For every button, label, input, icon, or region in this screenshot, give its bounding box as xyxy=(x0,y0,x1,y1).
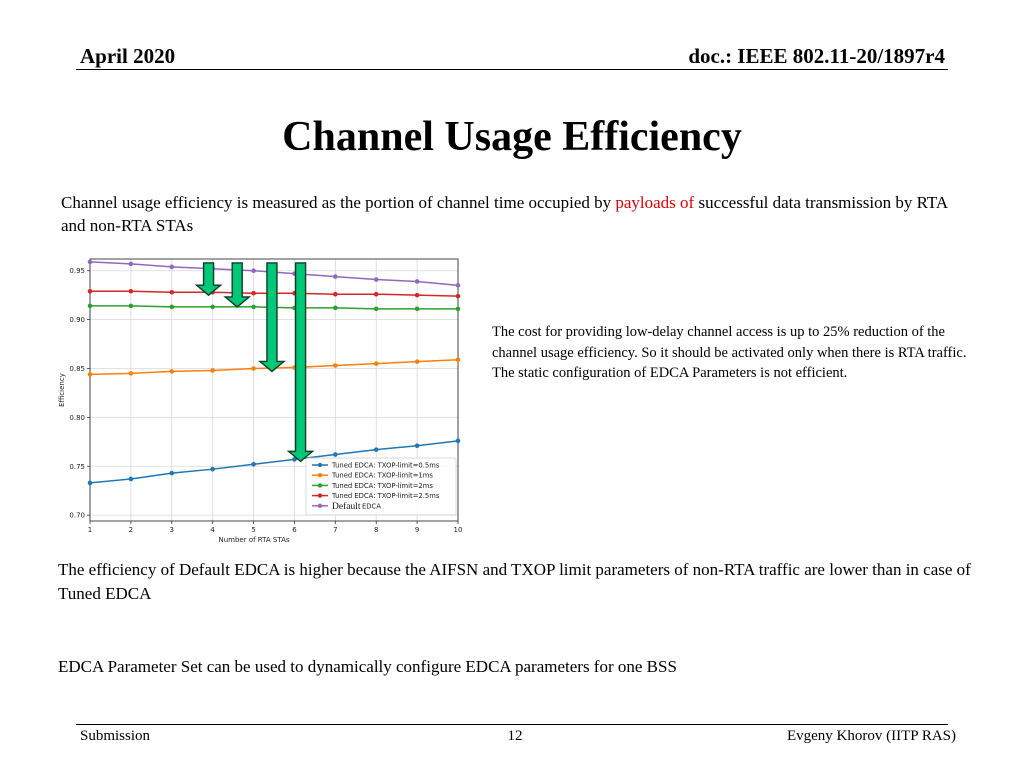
legend-label: Default xyxy=(332,501,361,512)
x-tick-label: 9 xyxy=(415,526,419,534)
header-rule xyxy=(76,69,948,70)
footer-page-number: 12 xyxy=(507,728,523,744)
legend-swatch-marker xyxy=(317,483,323,488)
data-point xyxy=(169,369,175,374)
data-point xyxy=(455,438,461,444)
data-point xyxy=(373,291,379,297)
efficiency-chart-svg: 1 2 3 4 5 6 7 8 9 10 0.70 0.75 0.80 0.85 0.90 0.95 Numbe… xyxy=(58,258,463,544)
x-tick-label: 1 xyxy=(88,526,92,534)
data-point xyxy=(251,304,256,310)
data-point xyxy=(169,264,175,270)
data-point xyxy=(128,303,134,309)
x-tick-label: 4 xyxy=(210,526,215,534)
legend-swatch-marker xyxy=(317,462,323,468)
data-point xyxy=(210,368,215,373)
legend-label: Tuned EDCA: TXOP-limit=2.5ms xyxy=(331,492,440,500)
legend-swatch-marker xyxy=(317,503,323,508)
data-point xyxy=(251,366,256,371)
data-point xyxy=(455,283,461,288)
header-date: April 2020 xyxy=(80,44,176,68)
data-point xyxy=(414,279,420,284)
legend-swatch-marker xyxy=(317,493,323,498)
down-arrow-icon xyxy=(258,262,286,373)
footer-author: Evgeny Khorov (IITP RAS) xyxy=(786,728,956,744)
data-point xyxy=(128,261,134,267)
data-point xyxy=(292,457,297,462)
intro-text-end: successful data transmission by RTA and … xyxy=(61,193,948,235)
x-tick-label: 7 xyxy=(333,526,337,534)
data-point xyxy=(87,372,93,377)
footer-submission: Submission xyxy=(80,728,151,744)
down-arrow-icon xyxy=(194,262,223,297)
data-point xyxy=(333,305,338,311)
data-point xyxy=(333,291,338,297)
side-note: The cost for providing low-delay channel… xyxy=(492,324,967,381)
data-point xyxy=(373,306,379,312)
x-tick-label: 5 xyxy=(251,526,255,534)
x-tick-label: 8 xyxy=(374,526,378,534)
slide-title: Channel Usage Efficiency xyxy=(282,114,742,160)
x-tick-label: 10 xyxy=(454,526,463,534)
data-point xyxy=(455,357,461,362)
data-point xyxy=(128,371,134,376)
data-point xyxy=(414,306,420,312)
legend-swatch-marker xyxy=(317,473,323,478)
efficiency-chart: 1 2 3 4 5 6 7 8 9 10 0.70 0.75 0.80 0.85 0.90 0.95 Numbe… xyxy=(56,256,468,546)
data-point xyxy=(87,303,93,309)
data-point xyxy=(169,289,175,295)
data-point xyxy=(414,359,420,364)
data-point xyxy=(87,480,93,486)
legend-label: Tuned EDCA: TXOP-limit=1ms xyxy=(331,472,433,480)
edca-parameter-set-note: EDCA Parameter Set can be used to dynami… xyxy=(58,657,677,676)
intro-highlight: payloads of xyxy=(615,193,695,212)
y-tick-label: 0.85 xyxy=(69,365,85,373)
data-point xyxy=(169,470,175,476)
data-point xyxy=(210,466,215,472)
legend-box xyxy=(305,457,457,516)
data-point xyxy=(251,268,256,274)
x-tick-label: 6 xyxy=(292,526,297,534)
data-point xyxy=(128,288,134,294)
y-axis-label: Efficiency xyxy=(58,373,66,407)
default-edca-explanation: The efficiency of Default EDCA is higher… xyxy=(58,560,971,603)
data-point xyxy=(251,461,256,467)
x-axis-label: Number of RTA STAs xyxy=(218,536,289,544)
data-point xyxy=(128,476,134,482)
legend-label: Tuned EDCA: TXOP-limit=2ms xyxy=(331,482,433,490)
data-point xyxy=(455,306,461,312)
data-point xyxy=(333,452,338,457)
y-tick-label: 0.75 xyxy=(69,463,85,471)
y-tick-label: 0.90 xyxy=(69,316,85,324)
data-point xyxy=(455,293,461,299)
intro-text: Channel usage efficiency is measured as … xyxy=(61,191,961,237)
footer-rule xyxy=(76,724,948,725)
data-point xyxy=(87,288,93,294)
legend-label: Tuned EDCA: TXOP-limit=0.5ms xyxy=(331,462,440,470)
data-point xyxy=(169,304,175,310)
intro-text-start: Channel usage efficiency is measured as … xyxy=(61,193,616,212)
data-point xyxy=(373,447,379,452)
data-point xyxy=(414,443,420,449)
series-line-0 xyxy=(89,440,459,484)
x-tick-label: 3 xyxy=(170,526,174,534)
data-point xyxy=(333,363,338,368)
down-arrow-icon xyxy=(223,262,252,308)
data-point xyxy=(87,259,93,265)
y-tick-label: 0.95 xyxy=(69,267,85,275)
data-point xyxy=(373,361,379,366)
x-tick-label: 2 xyxy=(129,526,133,534)
data-point xyxy=(251,290,256,296)
data-point xyxy=(333,274,338,279)
legend-label-suffix: EDCA xyxy=(362,502,381,510)
header-doc-id: doc.: IEEE 802.11-20/1897r4 xyxy=(688,44,945,68)
data-point xyxy=(210,304,215,310)
data-point xyxy=(373,277,379,282)
y-tick-label: 0.80 xyxy=(69,414,85,422)
y-tick-label: 0.70 xyxy=(69,512,85,520)
down-arrow-icon xyxy=(286,262,315,463)
plot-frame xyxy=(89,258,459,522)
data-point xyxy=(414,292,420,298)
